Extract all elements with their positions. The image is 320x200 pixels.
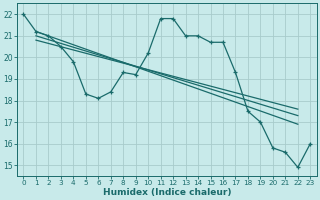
- X-axis label: Humidex (Indice chaleur): Humidex (Indice chaleur): [103, 188, 231, 197]
